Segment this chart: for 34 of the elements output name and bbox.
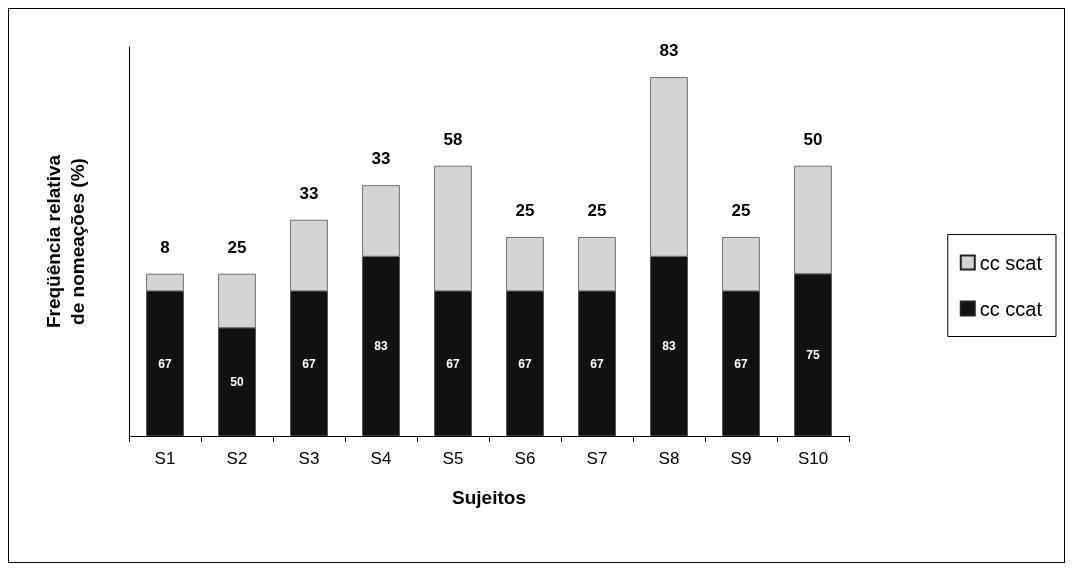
x-axis-title: Sujeitos	[452, 487, 526, 508]
data-label: 83	[662, 339, 676, 354]
data-label: 25	[587, 201, 607, 221]
data-label: 67	[446, 356, 460, 371]
data-label: 33	[371, 149, 391, 169]
x-tick-label: S3	[298, 449, 320, 468]
data-label: 8	[160, 237, 170, 257]
data-label: 67	[734, 356, 748, 371]
data-label: 67	[590, 356, 604, 371]
x-tick-label: S10	[797, 449, 829, 468]
data-label: 33	[299, 183, 319, 203]
data-label: 25	[227, 237, 247, 257]
data-label: 50	[230, 374, 244, 389]
data-label: 67	[518, 356, 532, 371]
x-tick-label: S7	[586, 449, 608, 468]
x-tick-label: S9	[730, 449, 752, 468]
data-label: 75	[806, 347, 820, 362]
data-label: 25	[731, 201, 751, 221]
data-label: 67	[158, 356, 172, 371]
data-label: 50	[803, 129, 823, 149]
x-tick-label: S4	[370, 449, 392, 468]
x-tick-label: S8	[658, 449, 680, 468]
legend-label: cc ccat	[979, 297, 1043, 320]
data-label: 25	[515, 201, 535, 221]
x-tick-label: S2	[226, 449, 248, 468]
legend-label: cc scat	[979, 251, 1043, 274]
data-label: 67	[302, 356, 316, 371]
y-axis-title: Freqüência relativa de nomeações (%)	[42, 154, 88, 329]
x-tick-label: S6	[514, 449, 536, 468]
data-label: 58	[443, 129, 463, 149]
data-label: 83	[374, 339, 388, 354]
x-tick-label: S1	[154, 449, 176, 468]
data-label: 83	[659, 41, 679, 61]
x-tick-label: S5	[442, 449, 464, 468]
